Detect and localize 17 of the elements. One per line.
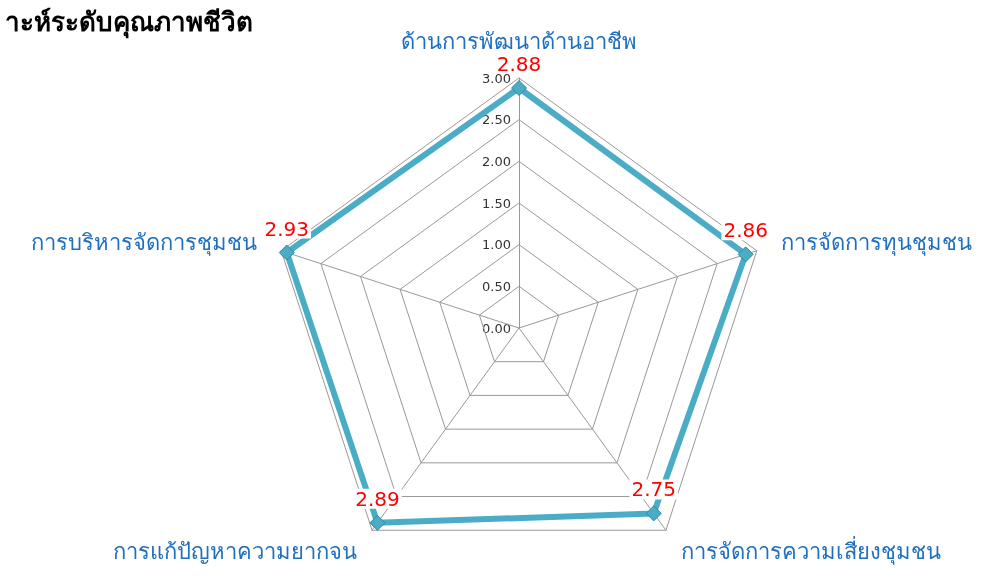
data-label: 2.86 — [723, 218, 768, 243]
y-tick-label: 2.50 — [482, 112, 511, 128]
y-tick-label: 3.00 — [482, 70, 511, 86]
spoke-label: ด้านการพัฒนาด้านอาชีพ — [401, 28, 637, 54]
y-tick-label: 0.00 — [482, 320, 511, 336]
y-tick-label: 1.00 — [482, 237, 511, 253]
y-tick-label: 2.00 — [482, 153, 511, 169]
data-label: 2.75 — [631, 477, 676, 502]
y-tick-label: 0.50 — [482, 278, 511, 294]
chart-title: าะห์ระดับคุณภาพชีวิต — [5, 7, 253, 39]
data-label: 2.93 — [264, 216, 310, 241]
y-tick-label: 1.50 — [482, 195, 511, 211]
spoke-label: การจัดการความเสี่ยงชุมชน — [681, 535, 942, 565]
spoke-label: การแก้ปัญหาความยากจน — [112, 538, 357, 564]
data-label: 2.89 — [355, 486, 400, 511]
spoke-label: การจัดการทุนชุมชน — [781, 230, 973, 257]
spoke-label: การบริหารจัดการชุมชน — [30, 230, 257, 257]
